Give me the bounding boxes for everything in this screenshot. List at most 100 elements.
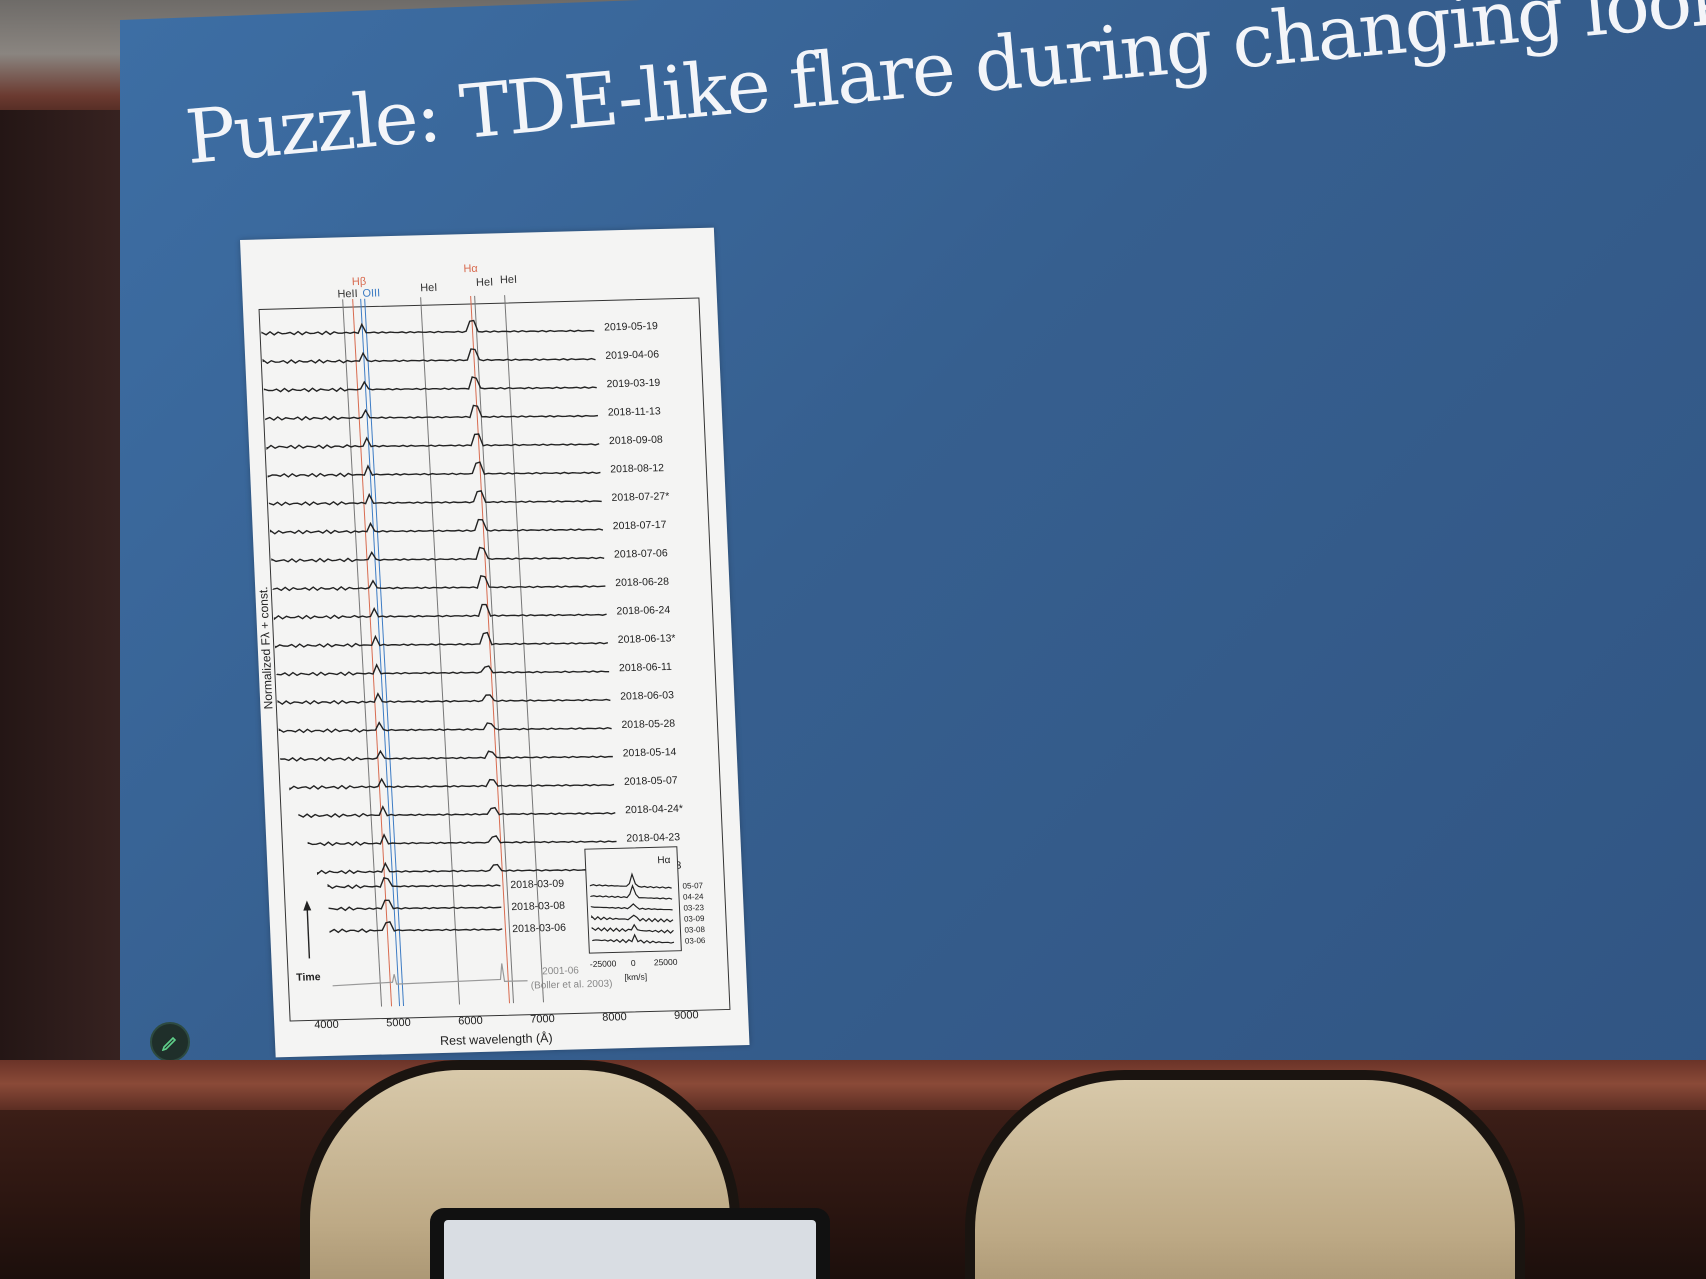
spectrum-date-label: 2018-04-23 [626, 831, 680, 844]
spectrum-date-label: 2018-05-28 [621, 718, 675, 731]
left-wall [0, 110, 140, 1110]
spectrum-date-label: 2018-06-28 [615, 576, 669, 589]
inset-date-label: 03-23 [683, 903, 704, 913]
spectrum-trace [275, 631, 609, 649]
spectrum-date-label: 2018-03-06 [512, 922, 566, 935]
inset-date-label: 03-09 [684, 914, 705, 924]
spectrum-trace [271, 546, 605, 563]
spectrum-trace [276, 663, 610, 677]
spectrum-trace [328, 899, 502, 912]
label-hei-2: HeI [476, 276, 494, 288]
label-oiii: OIII [362, 287, 380, 299]
inset-trace [590, 903, 673, 911]
inset-trace [592, 933, 675, 944]
spectrum-date-label: 2018-06-11 [619, 661, 673, 674]
line-marker-4 [420, 297, 461, 1005]
spectrum-trace [262, 348, 596, 365]
reference-label: 2001-06 [542, 965, 580, 977]
inset-trace [591, 914, 674, 923]
label-halpha: Hα [463, 263, 478, 275]
spectrum-trace [269, 518, 604, 535]
line-marker-2 [360, 298, 401, 1007]
line-marker-5 [470, 295, 511, 1004]
spectrum-date-label: 2019-04-06 [605, 348, 659, 361]
inset-title: Hα [657, 855, 671, 866]
spectrum-trace [329, 920, 503, 934]
spectrum-trace [267, 461, 601, 478]
inset-date-label: 05-07 [682, 881, 703, 891]
inset-date-label: 03-06 [685, 936, 706, 946]
spectrum-date-label: 2018-06-24 [616, 604, 670, 617]
spectrum-trace [289, 777, 615, 791]
spectrum-trace [265, 404, 599, 421]
inset-trace [590, 883, 673, 900]
spectrum-trace [266, 433, 600, 450]
x-tick-label: 9000 [674, 1009, 699, 1022]
spectra-figure: HeII Hβ OIII HeI Hα HeI HeI 2019-05-19 20… [240, 227, 750, 1058]
spectrum-trace [327, 877, 501, 890]
spectrum-date-label: 2018-04-24* [625, 803, 683, 817]
spectrum-trace [298, 805, 616, 819]
label-hbeta: Hβ [352, 276, 367, 288]
spectrum-date-label: 2018-03-08 [511, 900, 565, 913]
x-tick-label: 6000 [458, 1015, 483, 1028]
spectrum-trace [263, 376, 597, 393]
time-label: Time [296, 971, 321, 984]
label-hei-1: HeI [420, 282, 438, 294]
line-marker-0 [342, 299, 383, 1007]
inset-trace [591, 923, 674, 934]
spectrum-date-label: 2018-06-13* [617, 632, 675, 646]
x-tick-label: 4000 [314, 1019, 339, 1032]
spectrum-trace [279, 749, 613, 762]
spectrum-trace [278, 721, 612, 734]
spectrum-date-label: 2018-06-03 [620, 689, 674, 702]
spectrum-date-label: 2018-09-08 [609, 434, 663, 447]
plot-frame [258, 297, 731, 1022]
spectrum-date-label: 2018-11-13 [608, 405, 662, 418]
inset-trace [589, 872, 672, 889]
spectrum-date-label: 2018-05-07 [624, 774, 678, 787]
x-axis-label: Rest wavelength (Å) [440, 1030, 553, 1048]
spectrum-trace [307, 833, 617, 847]
line-marker-1 [352, 299, 393, 1007]
inset-date-label: 03-08 [684, 925, 705, 935]
laptop [430, 1208, 830, 1279]
spectrum-trace [272, 574, 606, 592]
laptop-screen [444, 1220, 816, 1279]
label-hei-3: HeI [500, 274, 518, 286]
line-marker-7 [504, 295, 544, 1003]
line-marker-3 [364, 298, 405, 1007]
spectrum-trace [261, 319, 595, 336]
time-arrowhead [303, 900, 312, 911]
spectrum-date-label: 2018-03-09 [510, 878, 564, 891]
spectrum-trace [316, 861, 618, 876]
pen-icon [161, 1036, 177, 1051]
time-arrow [306, 908, 311, 959]
spectrum-trace [273, 603, 607, 621]
label-heii: HeII [337, 288, 358, 301]
spectrum-date-label: 2018-08-12 [610, 462, 664, 475]
y-axis-label: Normalized Fλ + const. [256, 586, 275, 709]
inset-xtick-1: -25000 [590, 958, 617, 969]
spectrum-date-label: 2019-03-19 [606, 377, 660, 390]
spectrum-date-label: 2018-07-17 [613, 519, 667, 532]
spectrum-date-label: 2018-05-14 [622, 746, 676, 759]
spectrum-date-label: 2019-05-19 [604, 320, 658, 333]
spectrum-date-label: 2018-07-27* [611, 490, 669, 504]
chair-right [965, 1070, 1525, 1279]
reference-spectrum-trace [332, 963, 528, 987]
x-tick-label: 8000 [602, 1011, 627, 1024]
spectrum-trace [268, 489, 602, 507]
inset-xunit: [km/s] [624, 972, 647, 983]
line-marker-6 [474, 295, 515, 1004]
inset-date-label: 04-24 [683, 892, 704, 902]
spectrum-trace [277, 692, 611, 706]
pen-annotation-button[interactable] [150, 1022, 190, 1062]
inset-xtick-2: 0 [631, 958, 636, 968]
inset-xtick-3: 25000 [654, 957, 678, 968]
spectrum-date-label: 2018-07-06 [614, 547, 668, 560]
x-tick-label: 5000 [386, 1017, 411, 1030]
x-tick-label: 7000 [530, 1013, 555, 1026]
